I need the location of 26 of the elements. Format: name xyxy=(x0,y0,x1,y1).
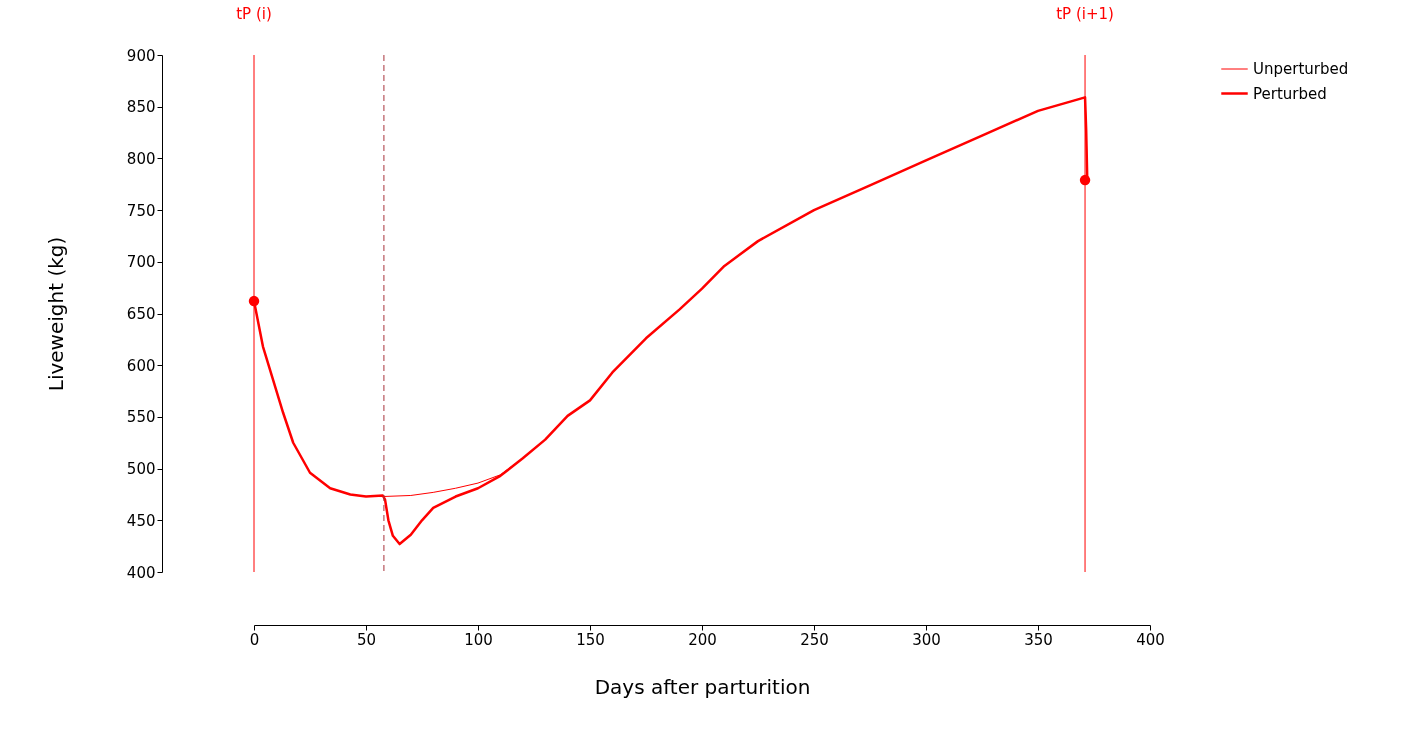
x-tick-label: 400 xyxy=(1136,630,1165,649)
y-tick-label: 400 xyxy=(126,563,156,582)
y-tick-label: 700 xyxy=(126,253,156,272)
x-tick-label: 250 xyxy=(800,630,829,649)
x-tick-label: 100 xyxy=(464,630,493,649)
ref-line-label: tP (i) xyxy=(236,5,272,23)
x-tick-label: 200 xyxy=(688,630,717,649)
y-tick-label: 500 xyxy=(126,460,156,479)
y-tick-label: 800 xyxy=(126,149,156,168)
y-axis-title: Liveweight (kg) xyxy=(43,236,68,392)
y-tick-label: 550 xyxy=(126,408,156,427)
legend-label: Perturbed xyxy=(1253,84,1327,103)
ref-line-label: tP (i+1) xyxy=(1056,5,1114,23)
legend-label: Unperturbed xyxy=(1253,60,1349,78)
y-tick-label: 450 xyxy=(126,511,156,530)
y-tick-label: 850 xyxy=(126,98,156,117)
y-tick-label: 750 xyxy=(126,201,156,220)
x-tick-label: 150 xyxy=(576,630,605,649)
x-tick-label: 350 xyxy=(1024,630,1053,649)
y-tick-label: 600 xyxy=(126,356,156,375)
x-tick-label: 0 xyxy=(249,630,260,649)
x-tick-label: 50 xyxy=(356,630,377,649)
x-axis-title: Days after parturition xyxy=(594,674,811,699)
y-tick-label: 900 xyxy=(126,46,156,65)
x-tick-label: 300 xyxy=(912,630,941,649)
y-tick-label: 650 xyxy=(126,305,156,323)
